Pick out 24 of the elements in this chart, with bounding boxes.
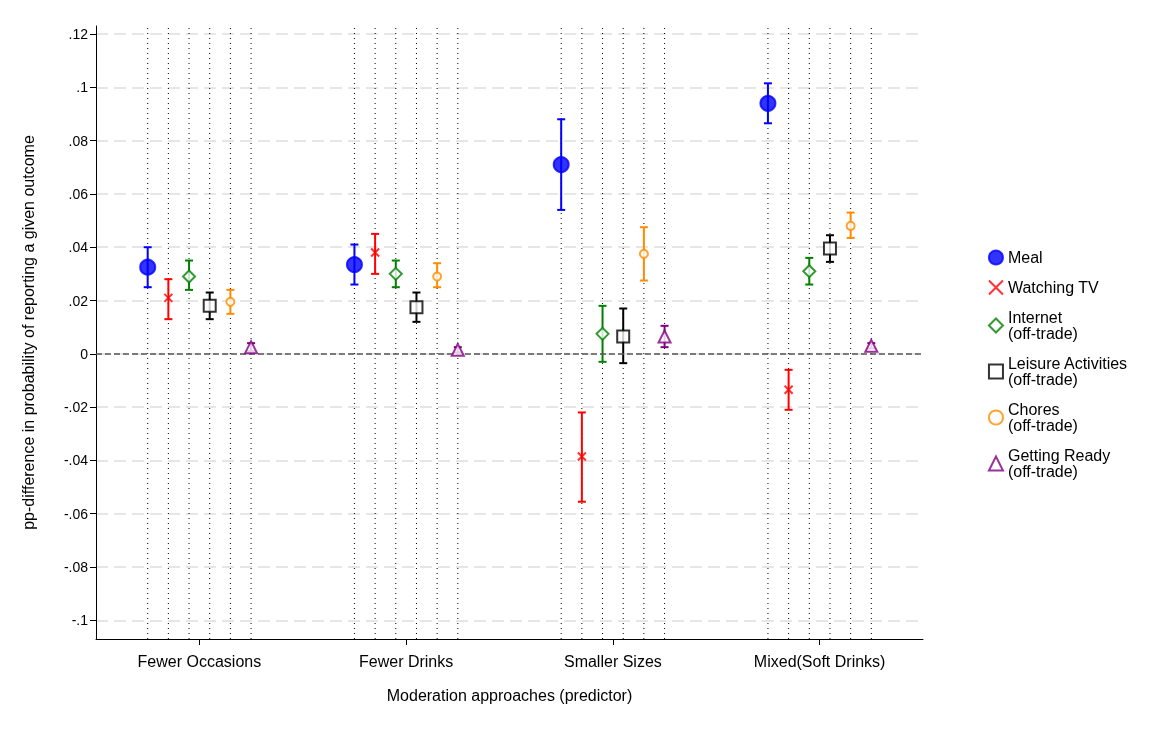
y-tick-label: .12 <box>68 26 89 42</box>
y-tick-label: .08 <box>68 132 89 149</box>
legend-label: Getting Ready (off-trade) <box>1007 447 1111 480</box>
y-tick-label: 0 <box>80 345 89 362</box>
legend-label: Watching TV <box>1007 279 1099 296</box>
legend-label: Chores (off-trade) <box>1007 401 1078 434</box>
x-tick-label: Smaller Sizes <box>563 652 662 670</box>
legend-label: Meal <box>1007 249 1043 266</box>
y-tick-label: -.08 <box>63 559 89 576</box>
y-axis-title: pp-difference in probability of reporting a given outcome <box>19 135 37 530</box>
y-tick-label: .06 <box>68 185 89 202</box>
y-tick-label: .02 <box>68 292 89 309</box>
y-tick-label: .1 <box>76 79 89 96</box>
y-tick-label: -.02 <box>63 399 89 416</box>
legend-label: Internet (off-trade) <box>1007 309 1078 342</box>
x-tick-label: Fewer Occasions <box>137 652 262 670</box>
y-tick-label: .04 <box>68 239 89 256</box>
x-axis-title: Moderation approaches (predictor) <box>386 686 633 704</box>
y-tick-label: -.06 <box>63 505 89 522</box>
legend-label: Leisure Activities (off-trade) <box>1007 355 1128 388</box>
x-tick-label: Fewer Drinks <box>359 652 454 670</box>
y-tick-label: -.1 <box>71 612 89 629</box>
y-tick-label: -.04 <box>63 452 89 469</box>
x-tick-label: Mixed(Soft Drinks) <box>753 652 886 670</box>
